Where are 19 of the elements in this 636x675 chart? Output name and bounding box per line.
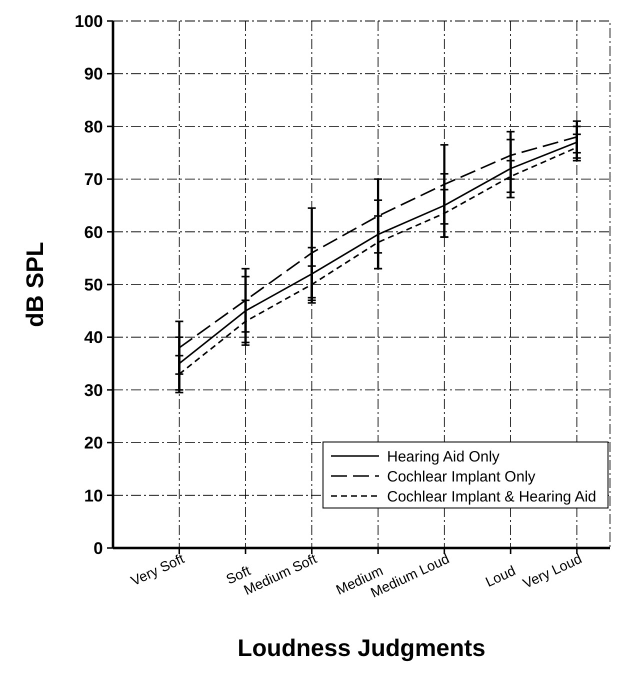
y-tick-label: 90 <box>84 64 103 84</box>
x-tick-label: Very Loud <box>520 550 584 592</box>
y-tick-label: 10 <box>84 486 103 506</box>
x-axis-title: Loudness Judgments <box>237 635 486 662</box>
y-tick-label: 20 <box>84 434 103 453</box>
y-axis-title: dB SPL <box>22 242 49 328</box>
y-tick-label: 0 <box>94 538 103 558</box>
legend-label: Cochlear Implant & Hearing Aid <box>387 488 596 506</box>
y-tick-label: 50 <box>84 275 103 294</box>
y-tick-label: 30 <box>84 380 103 400</box>
legend-label: Cochlear Implant Only <box>387 468 536 486</box>
legend-label: Hearing Aid Only <box>387 448 500 466</box>
y-tick-label: 100 <box>74 12 103 31</box>
y-tick-label: 40 <box>84 328 103 348</box>
x-tick-label: Very Soft <box>128 550 187 589</box>
y-tick-label: 70 <box>84 170 103 190</box>
y-tick-label: 60 <box>84 222 103 242</box>
y-tick-label: 80 <box>84 117 103 136</box>
x-tick-label: Loud <box>482 562 518 590</box>
